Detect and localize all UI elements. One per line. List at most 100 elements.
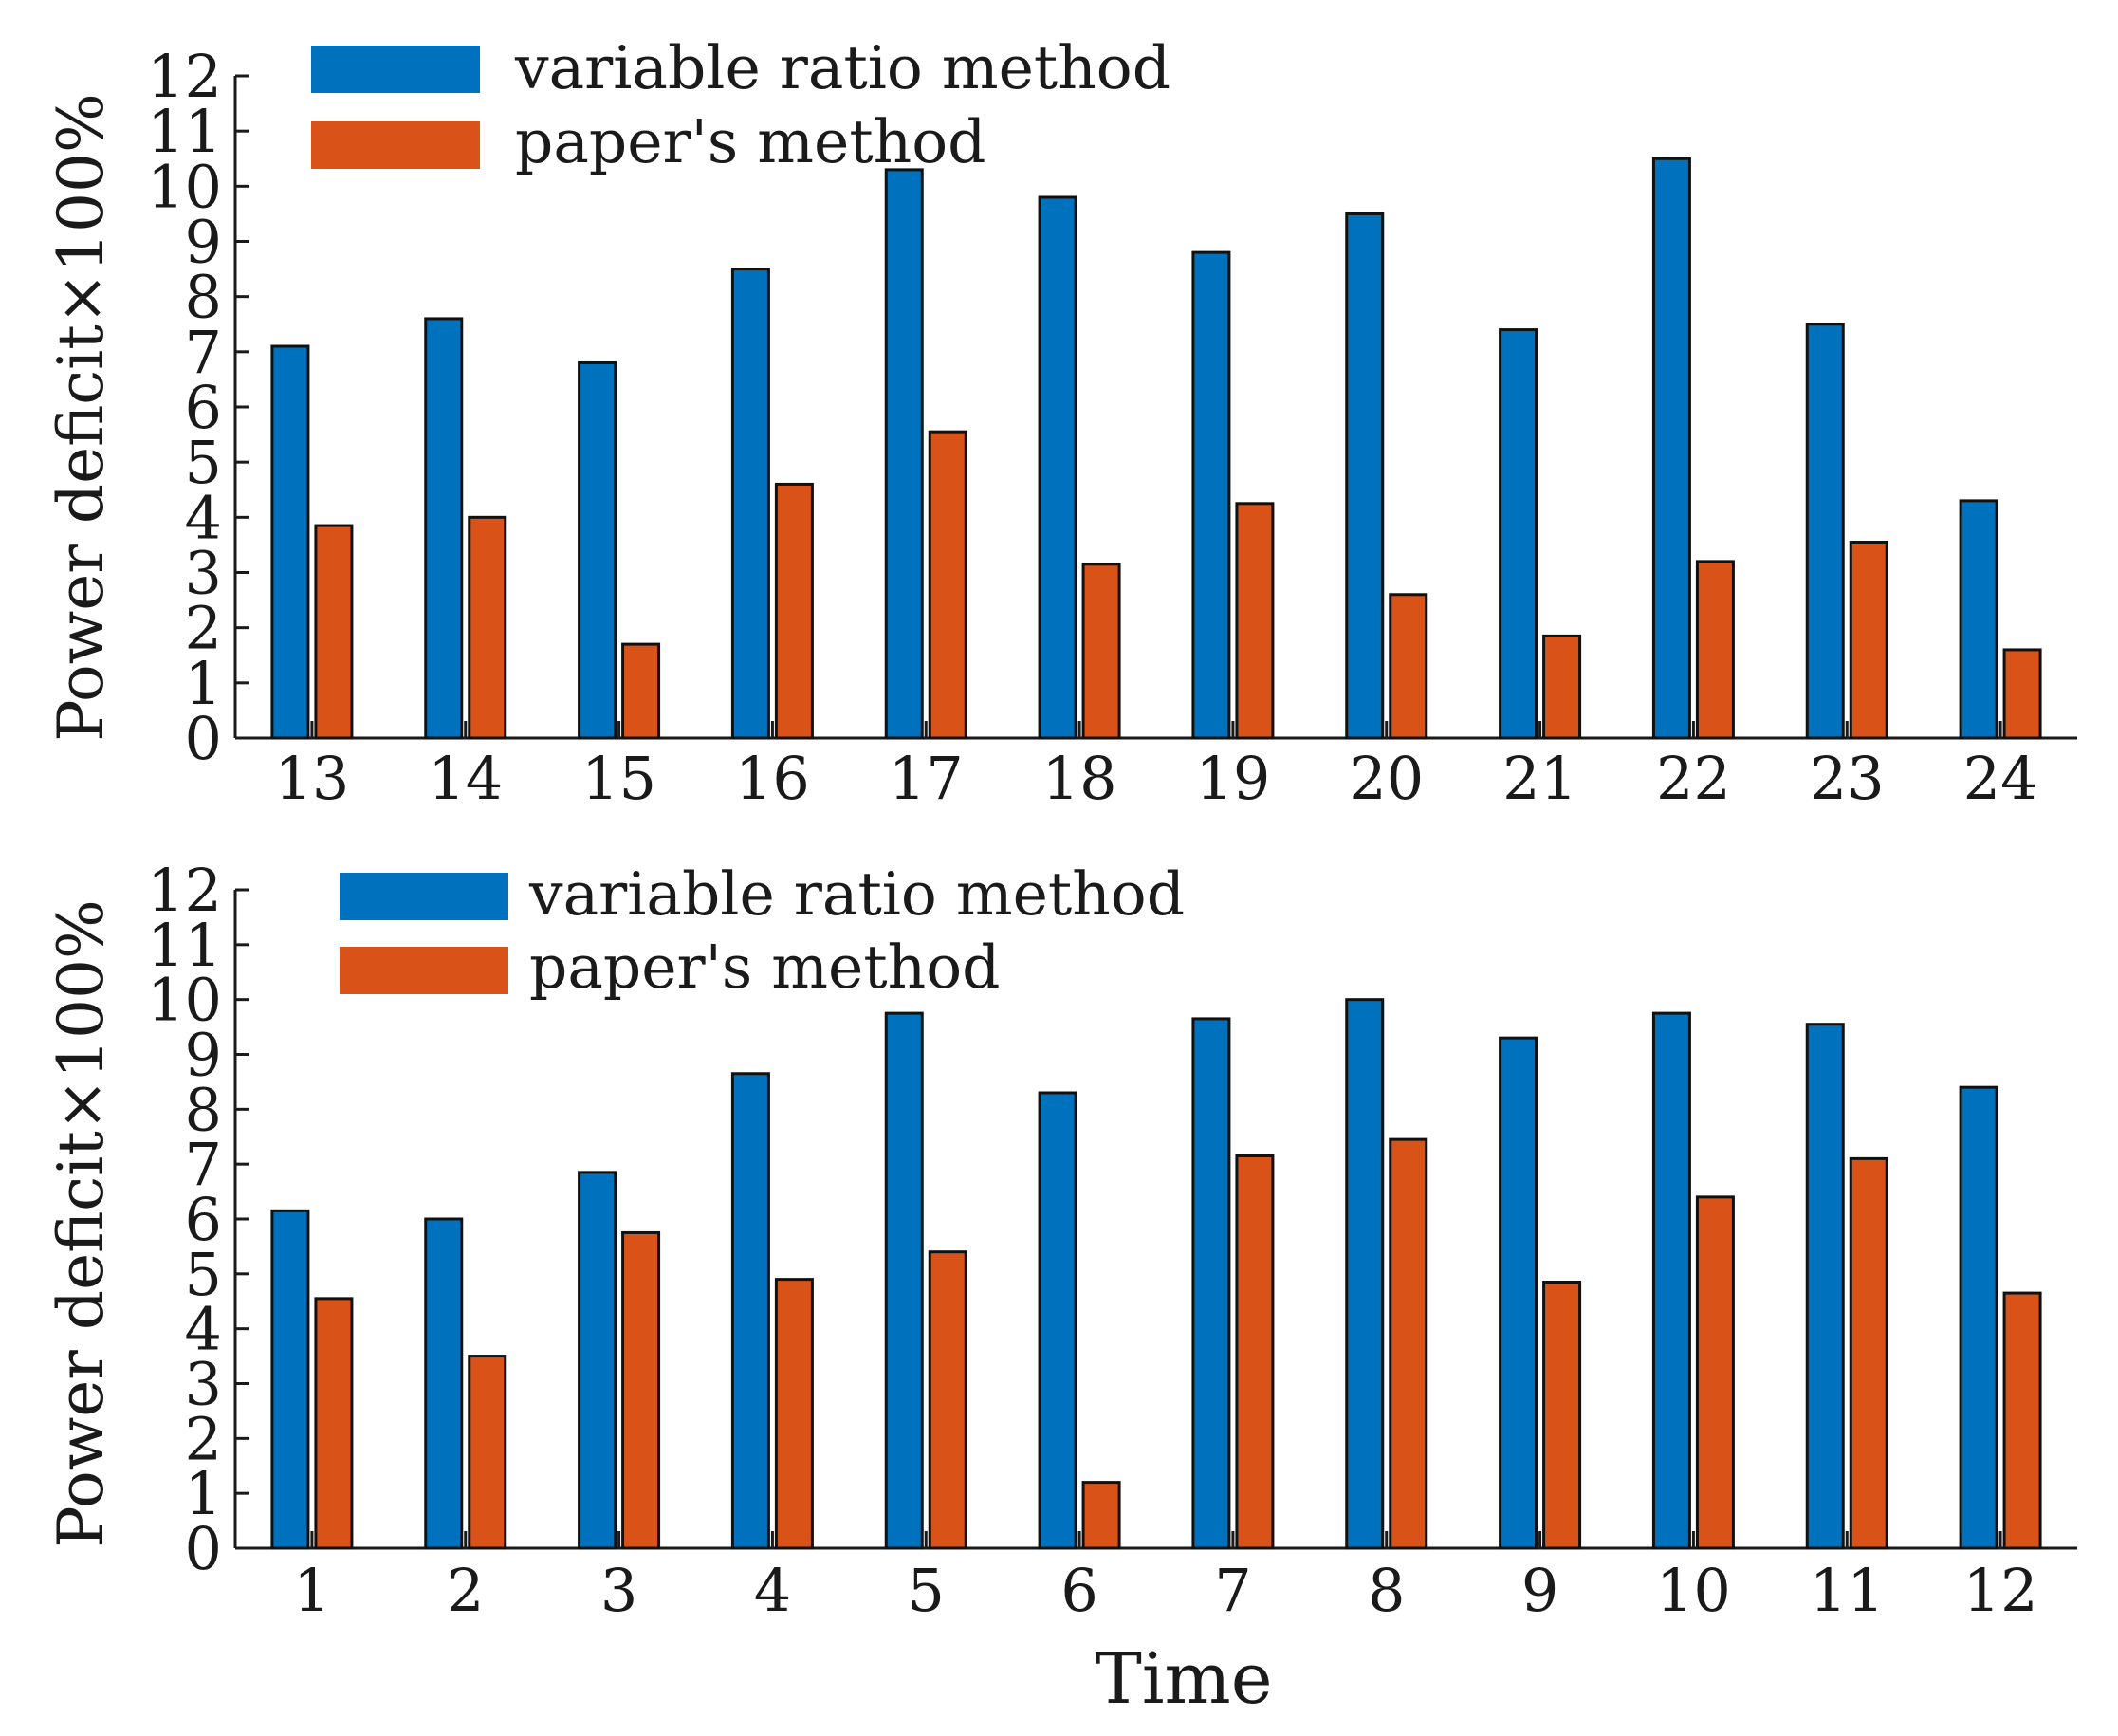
bar-variable-ratio-23: [1805, 323, 1845, 740]
bar-papers-method-19: [1235, 502, 1275, 740]
bar-papers-method-12: [2002, 1291, 2042, 1550]
y-tick-label: 6: [185, 373, 222, 442]
y-tick-label: 11: [147, 911, 222, 980]
bar-variable-ratio-16: [730, 268, 770, 740]
legend-swatch-variable-ratio: [311, 46, 480, 93]
x-tick-label: 8: [1368, 1556, 1405, 1625]
bar-variable-ratio-21: [1499, 328, 1538, 740]
bar-papers-method-8: [1389, 1137, 1428, 1550]
bar-variable-ratio-24: [1959, 499, 1998, 740]
x-tick-label: 22: [1656, 744, 1731, 813]
bar-papers-method-7: [1235, 1154, 1275, 1550]
bar-papers-method-3: [621, 1230, 661, 1550]
legend-label-papers-method: paper's method: [529, 933, 1000, 1002]
bar-variable-ratio-19: [1191, 250, 1231, 740]
bar-papers-method-22: [1695, 560, 1735, 740]
bar-variable-ratio-10: [1651, 1011, 1691, 1550]
bar-papers-method-10: [1695, 1195, 1735, 1550]
x-tick-label: 17: [889, 744, 964, 813]
y-tick-label: 2: [185, 594, 222, 663]
x-tick-label: 1: [293, 1556, 330, 1625]
x-tick-label: 12: [1963, 1556, 2038, 1625]
bar-papers-method-4: [774, 1278, 814, 1550]
y-tick-label: 12: [147, 42, 222, 111]
bar-papers-method-23: [1849, 541, 1888, 740]
y-tick-label: 2: [185, 1404, 222, 1473]
bar-variable-ratio-14: [424, 317, 464, 740]
y-tick-label: 9: [185, 1021, 222, 1090]
chart-bottom: Power deficit×100% variable ratio method…: [45, 856, 2077, 1720]
bar-papers-method-15: [621, 642, 661, 740]
x-tick-label: 2: [447, 1556, 484, 1625]
legend-swatch-variable-ratio: [340, 873, 508, 920]
bar-papers-method-18: [1081, 563, 1121, 740]
y-tick-label: 7: [185, 1130, 222, 1199]
bar-papers-method-17: [928, 430, 967, 740]
bar-papers-method-20: [1389, 593, 1428, 740]
x-tick-label: 19: [1195, 744, 1270, 813]
bar-papers-method-14: [468, 515, 507, 740]
y-tick-label: 0: [185, 704, 222, 773]
bar-variable-ratio-7: [1191, 1017, 1231, 1550]
bar-variable-ratio-15: [578, 360, 617, 740]
y-tick-label: 8: [185, 263, 222, 332]
x-tick-label: 18: [1042, 744, 1117, 813]
y-tick-label: 4: [185, 1295, 222, 1364]
bar-variable-ratio-5: [884, 1011, 924, 1550]
legend-top: variable ratio method paper's method: [311, 33, 1170, 176]
bar-papers-method-9: [1542, 1281, 1582, 1550]
y-tick-label: 12: [147, 856, 222, 925]
bar-variable-ratio-20: [1345, 212, 1385, 740]
bar-papers-method-11: [1849, 1156, 1888, 1550]
x-tick-label: 7: [1214, 1556, 1251, 1625]
y-axis-label-bottom: Power deficit×100%: [45, 899, 118, 1547]
bar-variable-ratio-12: [1959, 1085, 1998, 1550]
x-tick-label: 14: [428, 744, 503, 813]
x-tick-label: 5: [908, 1556, 945, 1625]
x-tick-label: 10: [1656, 1556, 1731, 1625]
x-tick-label: 24: [1963, 744, 2038, 813]
y-tick-label: 3: [185, 1350, 222, 1419]
x-tick-label: 3: [600, 1556, 637, 1625]
bar-variable-ratio-4: [730, 1072, 770, 1550]
x-tick-label: 15: [581, 744, 656, 813]
x-tick-label: 9: [1521, 1556, 1558, 1625]
y-tick-label: 3: [185, 539, 222, 608]
bar-variable-ratio-1: [270, 1209, 310, 1550]
bar-variable-ratio-6: [1038, 1091, 1077, 1550]
y-tick-label: 5: [185, 428, 222, 497]
legend-label-variable-ratio: variable ratio method: [528, 859, 1185, 929]
x-axis-label: Time: [1096, 1638, 1273, 1720]
x-tick-label: 20: [1349, 744, 1424, 813]
legend-bottom: variable ratio method paper's method: [340, 859, 1185, 1002]
bar-papers-method-21: [1542, 634, 1582, 740]
bar-papers-method-24: [2002, 648, 2042, 740]
y-tick-label: 0: [185, 1514, 222, 1583]
bar-variable-ratio-22: [1651, 157, 1691, 740]
x-tick-label: 4: [754, 1556, 791, 1625]
y-axis-label-top: Power deficit×100%: [45, 93, 118, 741]
bar-variable-ratio-13: [270, 344, 310, 740]
y-tick-label: 8: [185, 1075, 222, 1144]
x-tick-label: 16: [735, 744, 810, 813]
bar-variable-ratio-9: [1499, 1036, 1538, 1550]
legend-swatch-papers-method: [340, 947, 508, 994]
y-tick-label: 4: [185, 483, 222, 552]
bar-papers-method-2: [468, 1355, 507, 1550]
chart-top: Power deficit×100% variable ratio method…: [45, 33, 2077, 813]
x-tick-label: 6: [1060, 1556, 1097, 1625]
y-tick-label: 11: [147, 97, 222, 166]
y-tick-label: 1: [185, 649, 222, 718]
bar-variable-ratio-18: [1038, 195, 1077, 740]
y-tick-label: 6: [185, 1185, 222, 1254]
bar-variable-ratio-8: [1345, 998, 1385, 1550]
y-tick-label: 10: [147, 152, 222, 221]
y-tick-label: 10: [147, 966, 222, 1035]
bar-variable-ratio-11: [1805, 1023, 1845, 1550]
bar-papers-method-1: [314, 1297, 354, 1550]
bar-variable-ratio-3: [578, 1171, 617, 1550]
bar-papers-method-13: [314, 524, 354, 740]
legend-label-papers-method: paper's method: [515, 107, 985, 176]
bar-variable-ratio-17: [884, 168, 924, 740]
